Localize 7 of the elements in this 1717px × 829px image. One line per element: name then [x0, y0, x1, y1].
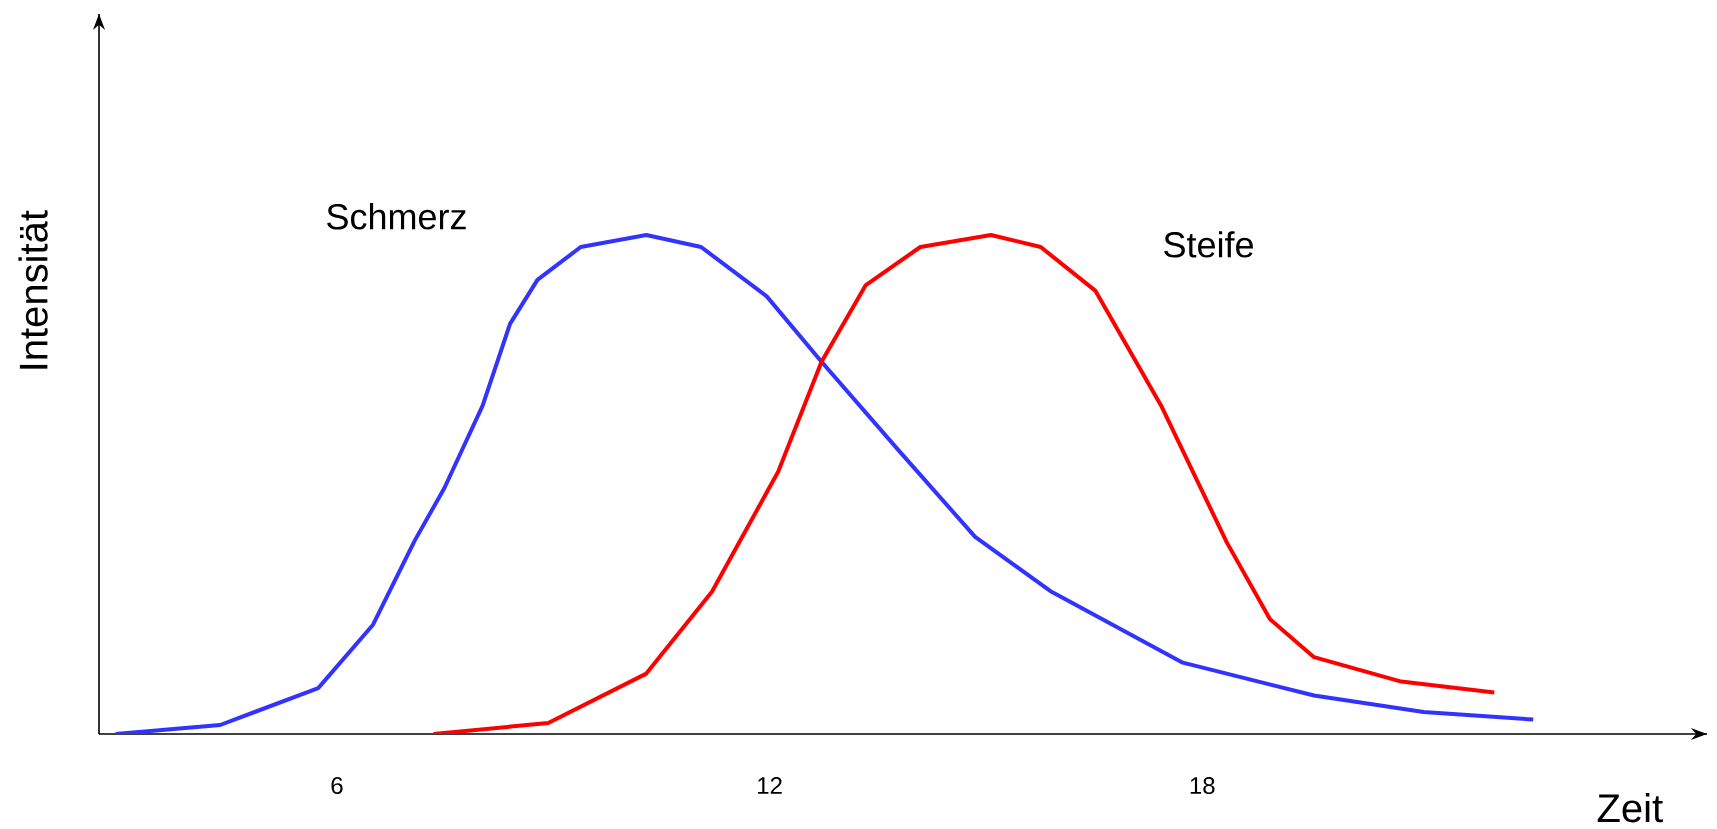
- text: Schmerz: [327, 203, 466, 230]
- y-axis-title: Intensität: [18, 210, 48, 369]
- text: Steife: [1164, 231, 1253, 258]
- x-axis-title: Zeit: [1597, 793, 1663, 823]
- x-tick-label: 18: [1190, 777, 1215, 794]
- x-tick-label: 12: [758, 777, 782, 794]
- x-tick-label: 6: [331, 777, 343, 794]
